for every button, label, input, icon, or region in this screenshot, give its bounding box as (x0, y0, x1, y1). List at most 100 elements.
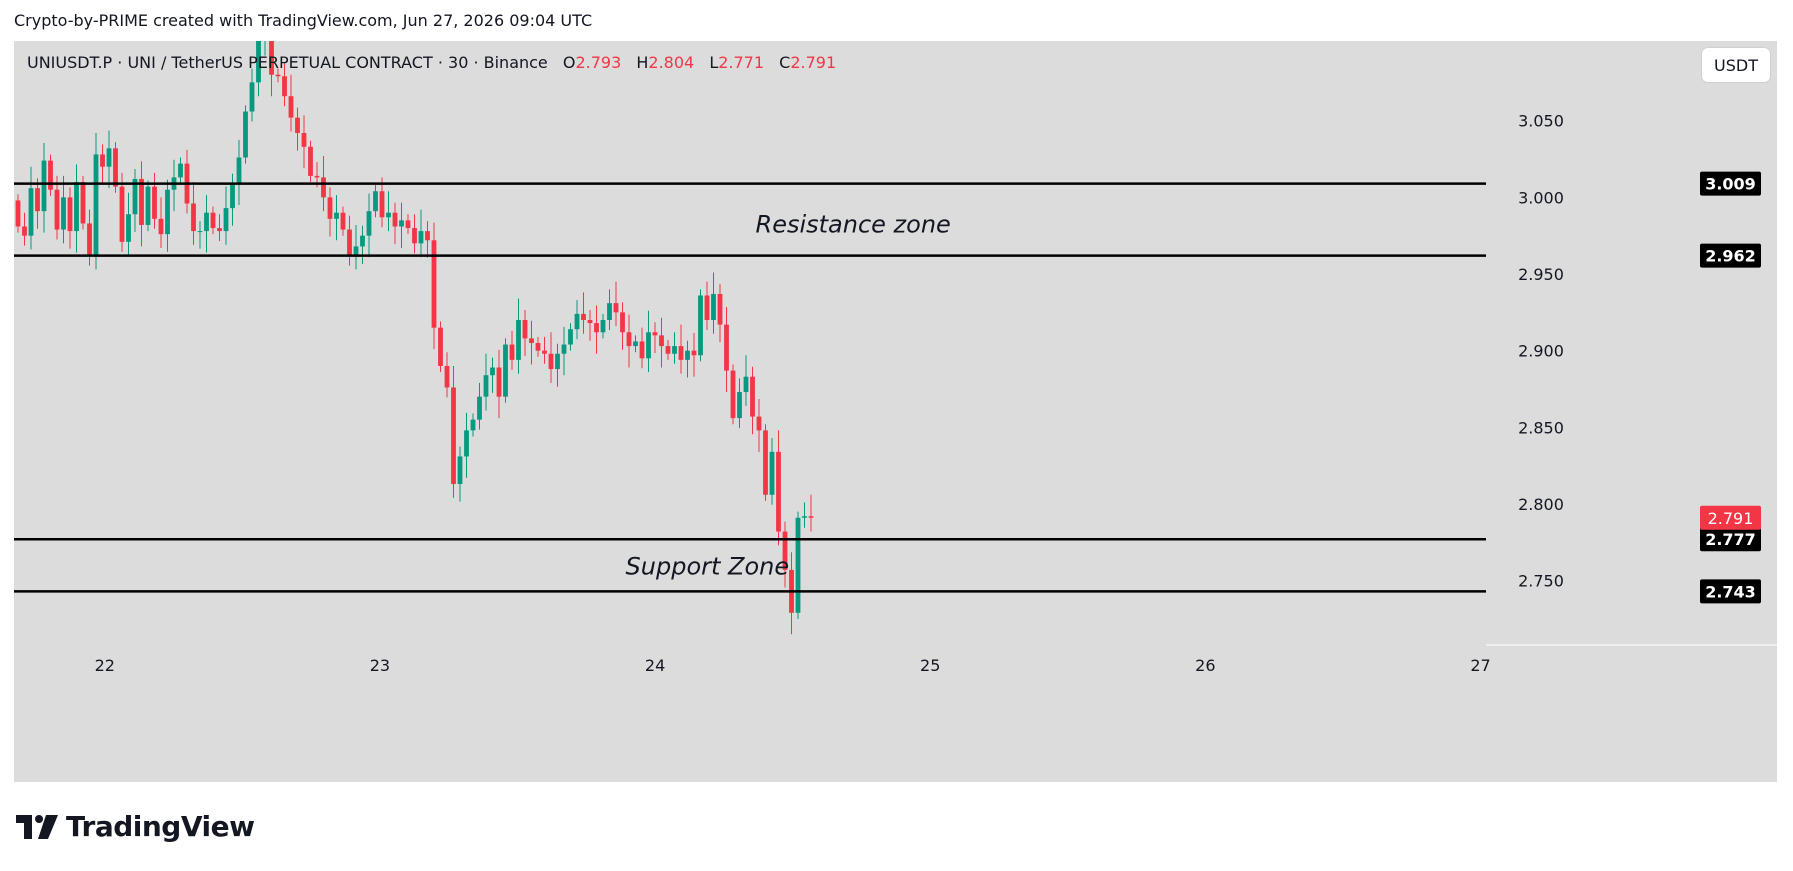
candle-body (568, 329, 573, 345)
candle-body (763, 430, 768, 495)
horizontal-level-badge (1700, 527, 1761, 552)
symbol-description[interactable]: UNIUSDT.P · UNI / TetherUS PERPETUAL CON… (27, 53, 548, 72)
candle-body (646, 332, 651, 359)
candle-body (340, 212, 346, 230)
price-tick-label: 2.950 (1518, 265, 1564, 284)
candle-body (750, 376, 755, 417)
price-tick-label: 2.800 (1518, 495, 1564, 514)
candle-body (730, 370, 736, 419)
candle-body (639, 341, 645, 359)
candle-body (373, 191, 378, 212)
time-tick-label: 22 (95, 656, 115, 675)
candle-body (756, 416, 762, 431)
candle-body (269, 41, 274, 75)
candle-body (119, 186, 125, 242)
candle-body (399, 220, 404, 227)
candle-body (249, 82, 255, 112)
candle-body (165, 189, 170, 235)
candle-body (425, 231, 430, 241)
time-tick-label: 27 (1470, 656, 1490, 675)
tradingview-logo: TradingView (16, 810, 255, 843)
candles-group (15, 41, 814, 635)
candle-body (626, 332, 632, 347)
candle-body (80, 182, 86, 224)
candle-body (405, 220, 411, 229)
candle-body (457, 456, 463, 485)
candle-body (600, 320, 606, 333)
candle-body (490, 367, 495, 376)
candle-body (22, 226, 27, 236)
candle-body (717, 293, 723, 325)
candle-body (223, 208, 229, 232)
candle-body (379, 191, 385, 218)
candle-body (74, 182, 79, 232)
candle-body (802, 516, 807, 518)
candle-body (28, 188, 34, 236)
candle-body (54, 189, 60, 230)
horizontal-level-label: 2.962 (1705, 247, 1756, 266)
horizontal-level-label: 2.743 (1705, 582, 1756, 601)
time-tick-label: 24 (645, 656, 665, 675)
candle-body (301, 132, 307, 147)
candle-body (366, 211, 372, 236)
open-label: O (562, 53, 576, 72)
candle-body (35, 188, 40, 212)
candle-body (158, 218, 164, 235)
candle-body (633, 341, 638, 347)
candle-body (613, 303, 619, 313)
candle-body (392, 212, 398, 227)
candle-body (555, 353, 560, 370)
candle-body (548, 353, 554, 370)
candle-body (724, 324, 729, 371)
candle-body (126, 214, 131, 242)
candle-body (464, 430, 469, 457)
candle-body (522, 320, 528, 339)
horizontal-level-badge (1700, 171, 1761, 196)
last-price-label: 2.791 (1708, 509, 1754, 528)
candle-body (347, 229, 352, 256)
candle-body (535, 343, 541, 351)
candle-body (620, 312, 625, 333)
candle-body (737, 392, 742, 419)
candle-body (314, 175, 320, 178)
candle-body (652, 332, 658, 336)
candle-body (288, 96, 294, 118)
currency-unit-button[interactable]: USDT (1702, 48, 1770, 82)
candle-body (451, 387, 456, 485)
candle-body (418, 231, 424, 244)
candle-body (711, 293, 716, 321)
price-tick-label: 3.000 (1518, 188, 1564, 207)
tradingview-logo-text: TradingView (66, 810, 255, 843)
candle-body (808, 516, 814, 518)
candle-body (516, 320, 521, 360)
horizontal-level-label: 3.009 (1705, 175, 1756, 194)
candle-body (574, 313, 580, 330)
candle-body (230, 183, 235, 209)
candle-body (503, 344, 508, 397)
candle-body (483, 375, 489, 397)
price-tick-label: 3.050 (1518, 112, 1564, 131)
candle-body (659, 335, 664, 347)
chart-pane[interactable]: 3.050 3.000 2.950 2.900 2.850 2.800 2.750 22 23 2… (14, 41, 1777, 782)
candle-body (334, 212, 339, 219)
candle-body (282, 76, 287, 97)
candle-body (509, 344, 515, 360)
candle-body (236, 157, 242, 184)
candle-body (685, 350, 690, 360)
candle-body (204, 212, 209, 232)
time-tick-label: 26 (1195, 656, 1215, 675)
candle-body (386, 212, 391, 218)
candle-body (561, 344, 567, 354)
candle-body (41, 160, 47, 212)
chart-canvas[interactable]: 3.050 3.000 2.950 2.900 2.850 2.800 2.750 22 23 2… (14, 41, 1777, 782)
candle-body (431, 240, 437, 328)
candle-body (152, 186, 157, 219)
horizontal-level-badge (1700, 579, 1761, 604)
candle-body (67, 197, 73, 232)
candle-body (672, 346, 677, 354)
close-label: C (779, 53, 791, 72)
candle-body (776, 451, 781, 532)
candle-body (360, 235, 365, 247)
candle-body (782, 531, 788, 570)
price-tick-label: 2.850 (1518, 418, 1564, 437)
